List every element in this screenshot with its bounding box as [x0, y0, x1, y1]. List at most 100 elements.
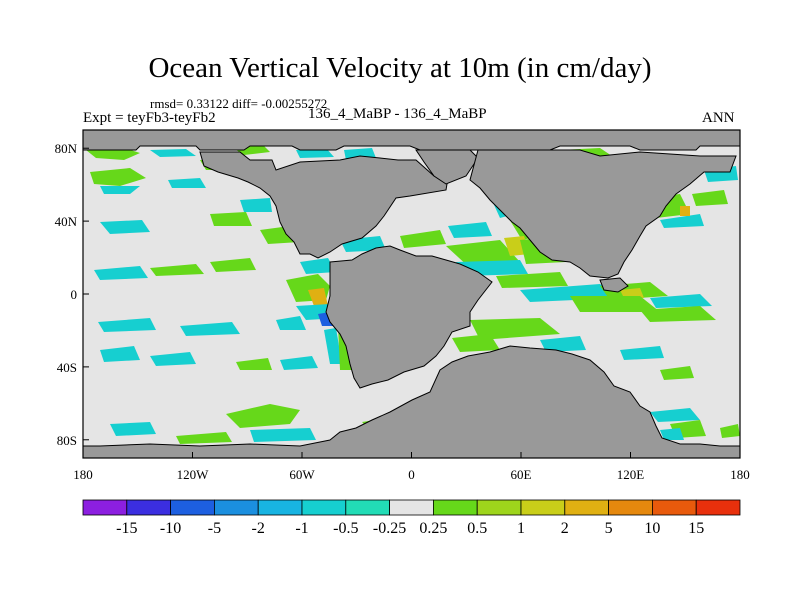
colorbar-label: 0.5: [467, 520, 487, 537]
field-patch: [452, 334, 500, 352]
field-patch: [150, 264, 204, 276]
land-africa-south-america: [325, 245, 493, 389]
field-patch: [176, 432, 232, 444]
field-patch: [100, 346, 140, 362]
field-patch: [640, 306, 716, 322]
land-se-asia: [599, 277, 629, 293]
colorbar-label: -15: [116, 520, 137, 537]
field-patch: [308, 288, 328, 306]
field-patch: [250, 428, 316, 442]
colorbar-swatch: [82, 499, 128, 516]
x-tick-label: 0: [408, 467, 415, 482]
x-tick-label: 60E: [511, 467, 532, 482]
field-patch: [280, 356, 318, 370]
experiment-label: Expt = teyFb3-teyFb2: [83, 110, 216, 126]
y-tick-label: 80N: [55, 141, 78, 156]
colorbar-label: -1: [295, 520, 308, 537]
y-tick-label: 0: [71, 287, 78, 302]
colorbar-swatch: [170, 499, 215, 516]
field-patch: [240, 198, 272, 212]
field-patch: [400, 230, 446, 248]
x-tick-label: 120W: [177, 467, 210, 482]
field-patch: [210, 212, 252, 226]
field-patch: [150, 352, 196, 366]
colorbar-swatch: [389, 499, 434, 516]
field-patch: [680, 206, 690, 216]
map-title: Ocean Vertical Velocity at 10m (in cm/da…: [148, 52, 652, 84]
land-mask: [83, 130, 740, 458]
field-patch: [98, 318, 156, 332]
colorbar-label: -5: [208, 520, 221, 537]
colorbar: -15 -10 -5 -2 -1 -0.5 -0.25 0.25 0.5 1 2 5 10 15: [82, 499, 741, 537]
colorbar-label: 10: [644, 520, 660, 537]
colorbar-label: -2: [252, 520, 265, 537]
field-patch: [660, 366, 694, 380]
colorbar-swatch: [257, 499, 303, 516]
colorbar-swatch: [608, 499, 653, 516]
colorbar-swatch: [213, 499, 259, 516]
colorbar-swatch: [301, 499, 347, 516]
field-patch: [100, 186, 140, 194]
field-patch: [300, 258, 336, 274]
field-patch: [620, 288, 644, 298]
land-arctic: [83, 130, 740, 151]
field-patch: [448, 222, 492, 238]
land-greenland: [415, 149, 479, 185]
colorbar-swatch: [695, 499, 741, 516]
colorbar-swatch: [520, 499, 566, 516]
field-patch: [620, 346, 664, 360]
colorbar-label: 15: [688, 520, 704, 537]
colorbar-swatch: [432, 499, 478, 516]
field-patch: [168, 178, 206, 188]
colorbar-swatch: [564, 499, 609, 516]
land-eurasia: [469, 149, 737, 279]
field-patch: [470, 318, 560, 340]
colorbar-label: 1: [517, 520, 525, 537]
colorbar-swatch: [476, 499, 522, 516]
field-patch: [110, 422, 156, 436]
colorbar-label: -0.25: [373, 520, 406, 537]
field-patch: [720, 424, 740, 438]
colorbar-label: -10: [160, 520, 181, 537]
colorbar-swatch: [345, 499, 390, 516]
land-antarctica-australia: [83, 345, 740, 458]
field-patch: [276, 316, 306, 330]
y-tick-label: 40N: [55, 214, 78, 229]
field-patch: [496, 272, 568, 288]
colorbar-swatch: [652, 499, 697, 516]
field-patch: [650, 408, 700, 422]
field-patch: [94, 266, 148, 280]
field-patch: [660, 428, 684, 440]
land-north-america: [199, 151, 449, 259]
colorbar-label: 0.25: [419, 520, 447, 537]
field-patch: [540, 336, 586, 352]
case-label: 136_4_MaBP - 136_4_MaBP: [308, 106, 487, 122]
y-tick-label: 40S: [57, 360, 77, 375]
colorbar-label: -0.5: [333, 520, 358, 537]
colorbar-label: 5: [605, 520, 613, 537]
statistics-label: rmsd= 0.33122 diff= -0.00255272: [150, 96, 328, 111]
field-patch: [324, 328, 342, 364]
field-patch: [650, 294, 712, 308]
field-patch: [226, 404, 300, 428]
field-patch: [570, 296, 660, 312]
field-patch: [210, 258, 256, 272]
field-patch: [150, 149, 196, 157]
x-tick-label: 180: [730, 467, 750, 482]
field-patch: [236, 358, 272, 370]
x-tick-label: 180: [73, 467, 93, 482]
x-tick-label: 120E: [617, 467, 645, 482]
field-patch: [692, 190, 728, 206]
field-patch: [90, 168, 146, 186]
colorbar-swatch: [126, 499, 172, 516]
x-tick-label: 60W: [289, 467, 315, 482]
map-panel: [83, 130, 740, 458]
field-patch: [180, 322, 240, 336]
season-label: ANN: [702, 110, 735, 126]
colorbar-label: 2: [561, 520, 569, 537]
y-tick-label: 80S: [57, 433, 77, 448]
map-axes: 180 120W 60W 0 60E 120E 180 80N 40N 0 40S 80S: [55, 141, 750, 482]
field-patch: [660, 214, 704, 228]
field-patch: [100, 220, 150, 234]
